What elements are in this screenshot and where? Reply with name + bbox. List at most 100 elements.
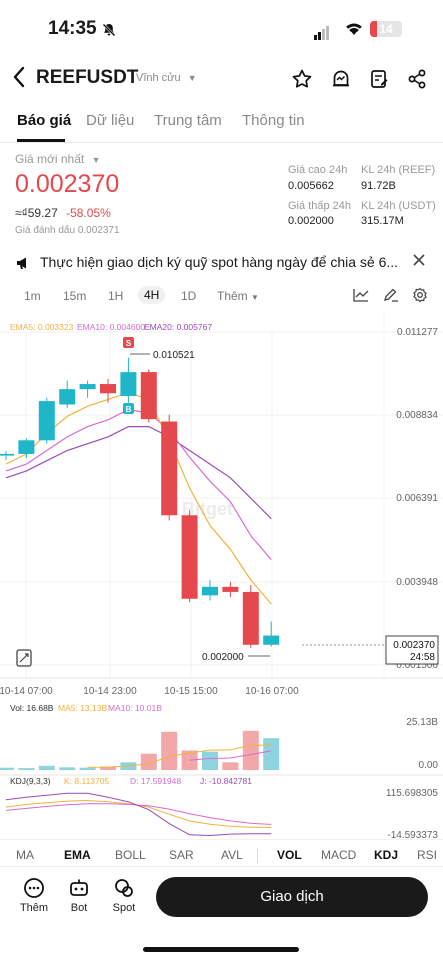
- volume-ma10-label: MA10: 10.01B: [108, 703, 162, 713]
- high-annotation: 0.010521: [130, 350, 195, 361]
- close-icon[interactable]: [412, 253, 426, 272]
- active-tab-indicator: [17, 139, 65, 142]
- indicator-vol[interactable]: VOL: [277, 848, 302, 862]
- volume-usdt-label: KL 24h (USDT): [361, 200, 436, 212]
- candle-body: [100, 384, 116, 394]
- kdj-line: [5, 799, 272, 828]
- mark-price-label: Giá đánh dấu: [15, 225, 76, 236]
- tab-center[interactable]: Trung tâm: [154, 112, 222, 129]
- mute-bell-icon: [101, 22, 117, 41]
- share-icon[interactable]: [406, 68, 428, 90]
- interval-4h[interactable]: 4H: [138, 286, 166, 304]
- fullscreen-icon[interactable]: [16, 649, 32, 667]
- tab-info[interactable]: Thông tin: [242, 112, 305, 129]
- chart-settings-gear-icon[interactable]: [412, 287, 428, 308]
- indicator-rsi[interactable]: RSI: [417, 848, 438, 862]
- y-axis-label: 0.001506: [396, 660, 438, 671]
- current-price-tag[interactable]: 0.002370 24:58: [385, 635, 439, 665]
- volume-bar: [181, 750, 198, 770]
- more-button-label: Thêm: [19, 902, 49, 914]
- indicator-chart-icon[interactable]: [353, 288, 369, 307]
- high-24h-value: 0.005662: [288, 180, 334, 192]
- price-change: -58.05%: [66, 206, 111, 220]
- contract-type-label: Vĩnh cửu: [136, 72, 181, 84]
- watermark-text: Bitget: [182, 499, 233, 519]
- indicator-avl[interactable]: AVL: [221, 848, 243, 862]
- volume-bar: [222, 762, 239, 770]
- contract-type-selector[interactable]: Vĩnh cửu ▼: [136, 72, 197, 84]
- kline-chart-area[interactable]: Bitget EMA5: 0.003323 EMA10: 0.004600 EM…: [0, 310, 443, 841]
- ema20-line: [5, 425, 272, 520]
- y-axis-label: 0.003948: [396, 577, 438, 588]
- pair-title[interactable]: REEFUSDT: [36, 67, 139, 88]
- battery-level: 14: [379, 22, 393, 36]
- spot-button[interactable]: Spot: [104, 877, 144, 914]
- volume-bars: [0, 730, 280, 770]
- volume-bar: [59, 767, 76, 770]
- caret-down-icon: ▼: [251, 293, 259, 302]
- price-alert-icon[interactable]: [330, 68, 352, 90]
- volume-bar: [140, 753, 157, 770]
- back-icon[interactable]: [12, 66, 26, 95]
- interval-more-label: Thêm: [217, 289, 248, 303]
- candle-body: [242, 591, 259, 645]
- kline-chart-svg[interactable]: Bitget EMA5: 0.003323 EMA10: 0.004600 EM…: [0, 310, 443, 841]
- bot-button-label: Bot: [70, 902, 88, 914]
- last-price: 0.002370: [15, 170, 120, 198]
- kdj-d-label: D: 17.591948: [130, 776, 181, 786]
- candle-body: [38, 401, 55, 441]
- trade-button[interactable]: Giao dịch: [156, 877, 428, 917]
- more-button[interactable]: Thêm: [14, 877, 54, 914]
- home-indicator: [143, 947, 299, 952]
- sell-marker: S: [123, 337, 134, 348]
- volume-bar: [161, 731, 178, 770]
- kdj-title: KDJ(9,3,3): [10, 776, 51, 786]
- battery-icon: 14: [370, 21, 402, 37]
- volume-reef-label: KL 24h (REEF): [361, 164, 436, 176]
- interval-15m[interactable]: 15m: [63, 289, 87, 303]
- indicator-kdj[interactable]: KDJ: [374, 848, 399, 862]
- candle-body: [263, 635, 280, 645]
- interval-1h[interactable]: 1H: [108, 289, 124, 303]
- kdj-k-label: K: 8.113705: [64, 776, 109, 786]
- volume-bar: [18, 768, 35, 770]
- low-24h-value: 0.002000: [288, 215, 334, 227]
- current-price-tag-countdown: 24:58: [410, 652, 435, 663]
- bot-button[interactable]: Bot: [59, 877, 99, 914]
- trading-notes-icon[interactable]: [368, 68, 390, 90]
- interval-1d[interactable]: 1D: [181, 289, 197, 303]
- megaphone-icon: [15, 255, 31, 276]
- indicator-ema[interactable]: EMA: [64, 848, 91, 862]
- spot-icon: [115, 879, 133, 897]
- y-axis-label: 0.008834: [396, 410, 438, 421]
- ema20-label: EMA20: 0.005767: [144, 322, 212, 332]
- candle-body: [0, 453, 14, 456]
- x-axis-label: 10-14 07:00: [0, 686, 53, 697]
- favorite-star-icon[interactable]: [291, 68, 313, 90]
- volume-bar: [100, 766, 116, 770]
- indicator-boll[interactable]: BOLL: [115, 848, 146, 862]
- interval-bar: 1m 15m 1H 4H 1D Thêm ▼: [0, 284, 443, 308]
- y-axis-label: 0.006391: [396, 493, 438, 504]
- promo-notice[interactable]: Thực hiện giao dịch ký quỹ spot hàng ngà…: [0, 246, 443, 278]
- interval-more[interactable]: Thêm ▼: [217, 289, 259, 303]
- volume-bar: [242, 730, 259, 770]
- indicator-macd[interactable]: MACD: [321, 848, 357, 862]
- buy-marker: B: [123, 403, 134, 414]
- indicator-ma[interactable]: MA: [16, 848, 34, 862]
- ema5-label: EMA5: 0.003323: [10, 322, 74, 332]
- low-annotation: 0.002000: [202, 652, 270, 663]
- tab-quote[interactable]: Báo giá: [17, 112, 72, 129]
- volume-title: Vol: 16.68B: [10, 703, 54, 713]
- more-dots-icon: [24, 878, 44, 898]
- buy-marker-label: B: [126, 405, 132, 414]
- volume-usdt-value: 315.17M: [361, 215, 404, 227]
- tab-data[interactable]: Dữ liệu: [86, 112, 135, 129]
- indicator-selector-row: MA EMA BOLL SAR AVL VOL MACD KDJ RSI: [0, 846, 443, 866]
- candle-body: [202, 586, 218, 596]
- latest-price-selector[interactable]: Giá mới nhất ▼: [15, 152, 101, 166]
- kdj-line: [5, 792, 272, 837]
- indicator-sar[interactable]: SAR: [169, 848, 194, 862]
- draw-tool-icon[interactable]: [383, 288, 399, 307]
- interval-1m[interactable]: 1m: [24, 289, 41, 303]
